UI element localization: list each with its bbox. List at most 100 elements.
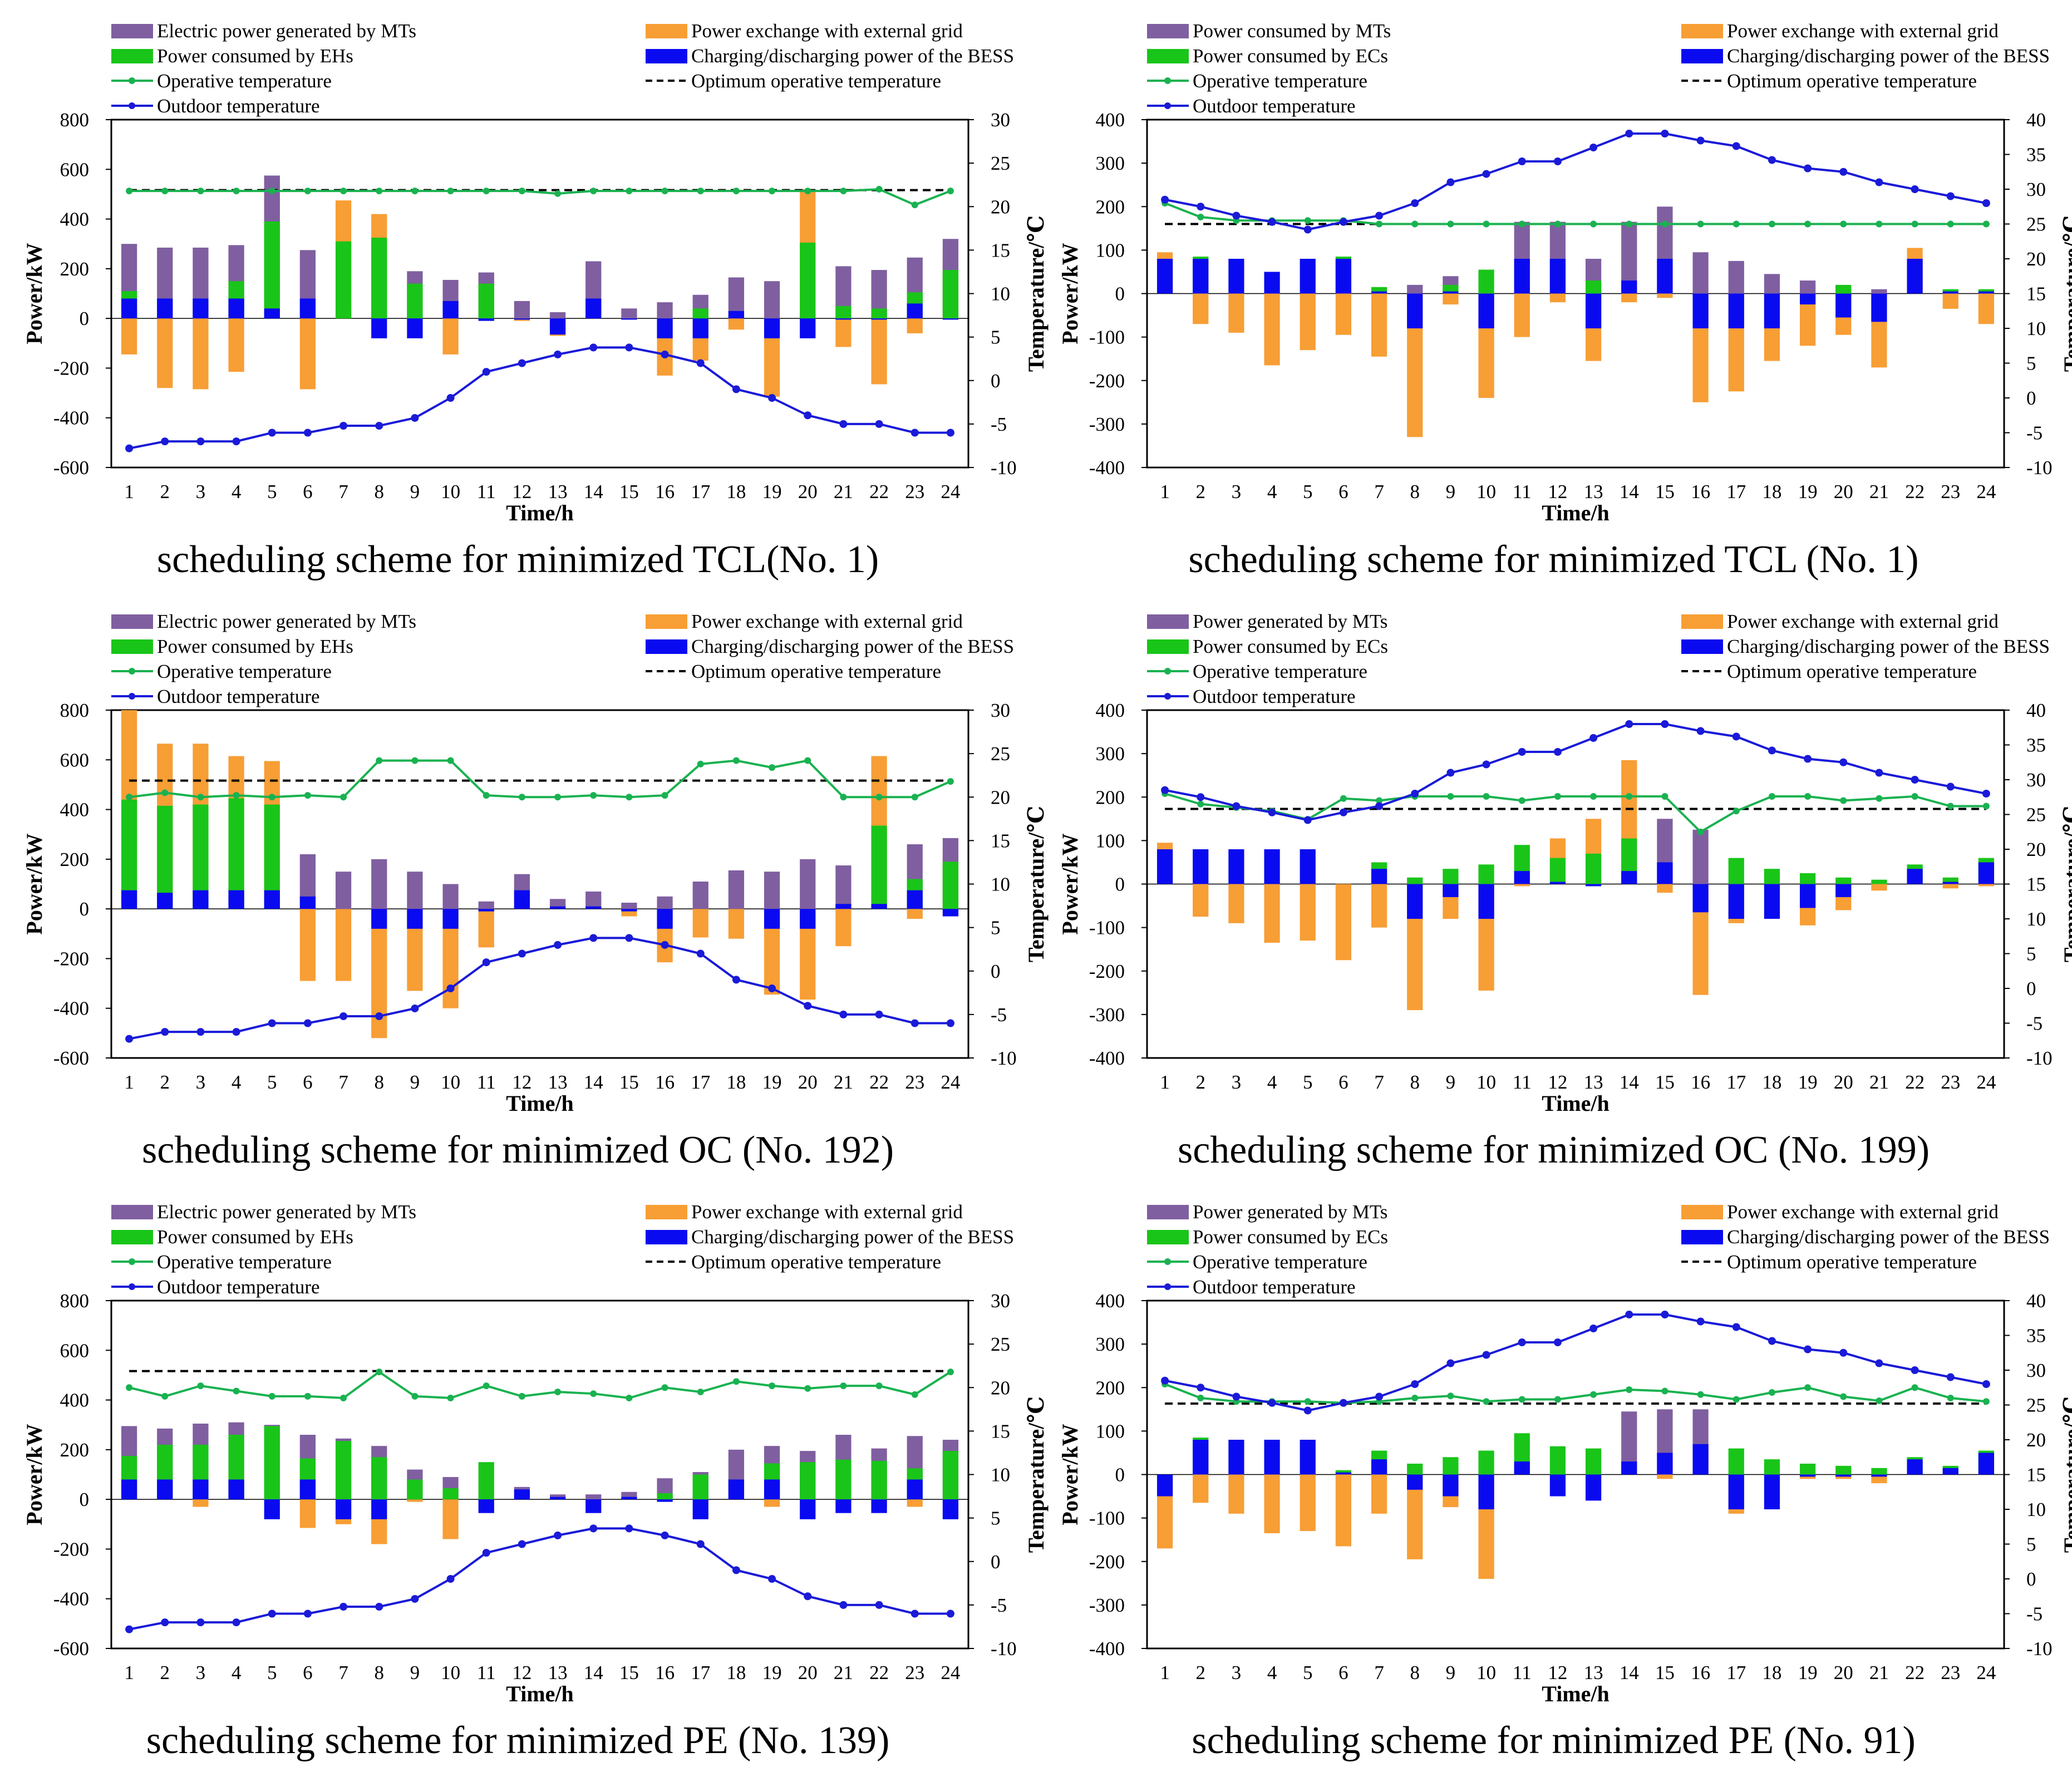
y2-tick-label: 25 [991,743,1010,765]
legend-swatch-bess [1681,639,1723,654]
y2-tick-label: 20 [991,196,1010,218]
bar-bess [1799,884,1816,908]
y-tick-label: 400 [60,799,90,821]
point-op_temp [340,188,347,195]
point-op_temp [1804,220,1812,228]
x-tick-label: 6 [1338,1071,1348,1093]
bar-load [442,1488,459,1500]
x-tick-label: 8 [375,1662,385,1684]
x-tick-label: 2 [160,481,170,503]
point-out_temp [375,422,383,430]
bar-load [800,242,816,319]
point-op_temp [875,794,883,801]
bar-mt [657,896,673,909]
point-out_temp [696,949,705,958]
y2-tick-label: -10 [991,457,1017,479]
x-tick-label: 21 [1869,481,1889,503]
point-op_temp [947,188,954,195]
y-axis-label: Power/kW [22,1424,47,1525]
x-tick-label: 9 [1446,1071,1456,1093]
y-axis-label: Power/kW [22,833,47,934]
point-op_temp [161,188,169,195]
bar-bess [1371,291,1387,294]
y-axis-right: -10 -5 0 5 10 15 20 25 30 [968,700,1017,1069]
point-op_temp [554,1389,562,1396]
point-out_temp [946,1019,954,1027]
x-tick-label: 19 [1798,1071,1818,1093]
point-out_temp [196,1028,205,1036]
bar-bess [1978,291,1995,294]
bar-grid [1264,1474,1280,1533]
point-out_temp [1982,790,1990,798]
y-axis-label: Power/kW [1057,1424,1082,1525]
y2-tick-label: 25 [991,1333,1010,1355]
point-out_temp [1375,802,1384,810]
point-out_temp [839,1010,848,1018]
y-tick-label: -300 [1089,1004,1125,1026]
bar-grid [1335,884,1352,961]
point-out_temp [1411,1380,1419,1388]
y-tick-label: 300 [1096,743,1125,765]
x-tick-label: 23 [905,1071,924,1093]
legend-label-grid: Power exchange with external grid [1727,1201,1999,1223]
bar-load [871,1460,887,1500]
bar-grid [1228,1474,1244,1514]
point-out_temp [339,422,348,430]
legend-label-bess: Charging/discharging power of the BESS [691,636,1014,657]
point-op_temp [1554,1396,1561,1403]
y-tick-label: 100 [1096,830,1125,851]
point-out_temp [196,1618,205,1627]
x-tick-label: 13 [1584,1662,1603,1684]
point-out_temp [1375,211,1384,220]
point-op_temp [1376,220,1383,228]
point-op_temp [840,188,847,195]
bar-grid [1871,884,1887,891]
x-tick-label: 1 [1160,1071,1170,1093]
legend-swatch-mt [111,614,153,629]
bar-load [371,1457,387,1500]
point-op_temp [376,1369,383,1376]
x-tick-label: 20 [1834,481,1853,503]
x-tick-label: 21 [1869,1071,1889,1093]
point-op_temp [626,188,633,195]
bar-bess [835,1499,852,1513]
point-out_temp [1875,1359,1883,1367]
point-out_temp [1804,1345,1812,1353]
bar-bess [692,1499,708,1519]
y-tick-label: -300 [1089,1594,1125,1616]
bar-bess [1657,259,1673,294]
point-op_temp [1483,220,1490,228]
point-out_temp [1268,1399,1276,1407]
bar-bess [1942,882,1958,884]
point-out_temp [1411,790,1419,798]
y-tick-label: 200 [1096,786,1125,808]
point-out_temp [696,359,705,367]
bar-bess [264,1499,280,1519]
point-out_temp [1197,1384,1205,1392]
y2-tick-label: 30 [991,700,1010,721]
point-out_temp [1661,720,1669,728]
bar-bess [1835,1474,1852,1477]
y2-tick-label: 5 [991,917,1001,939]
point-out_temp [232,437,240,446]
bar-mt [371,859,387,909]
x-tick-label: 22 [1905,1662,1925,1684]
x-tick-label: 9 [410,1071,420,1093]
bar-grid [1978,293,1995,324]
point-op_temp [911,794,918,801]
point-out_temp [1339,1399,1347,1407]
y-tick-label: -600 [53,1047,89,1069]
bar-bess [1478,884,1494,919]
y-axis-label: Power/kW [1057,833,1082,934]
point-out_temp [946,1609,954,1618]
point-op_temp [1447,1392,1454,1400]
x-tick-label: 17 [691,481,710,503]
point-out_temp [554,350,562,358]
bar-load [1443,869,1459,884]
bar-bess [299,298,316,319]
bar-load [1942,877,1958,884]
point-op_temp [1197,1395,1204,1401]
point-out_temp [554,1531,562,1539]
bar-bess [1193,1440,1209,1475]
bar-mt [1728,260,1744,294]
